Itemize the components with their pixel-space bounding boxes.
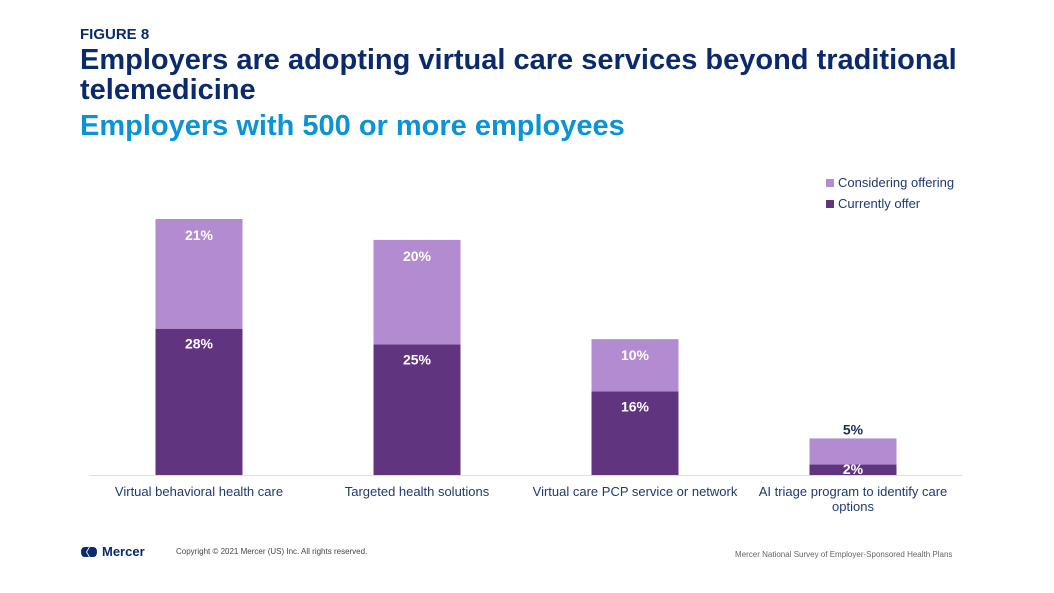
legend-item-considering: Considering offering <box>826 172 954 193</box>
data-label-currently: 28% <box>185 336 214 352</box>
legend-item-currently: Currently offer <box>826 193 954 214</box>
category-label: Virtual care PCP service or network <box>533 484 738 499</box>
chart-title: Employers are adopting virtual care serv… <box>80 44 957 106</box>
bar-currently-offer <box>809 464 897 475</box>
copyright: Copyright © 2021 Mercer (US) Inc. All ri… <box>176 547 368 556</box>
data-label-considering: 21% <box>185 227 214 243</box>
source-note: Mercer National Survey of Employer-Spons… <box>735 550 953 559</box>
bar-currently-offer <box>373 344 461 475</box>
data-label-considering: 10% <box>621 347 650 363</box>
category-label: AI triage program to identify care <box>759 484 948 499</box>
legend-label-considering: Considering offering <box>838 175 955 190</box>
category-label: Targeted health solutions <box>345 484 490 499</box>
bar-considering-offering <box>373 239 461 345</box>
data-label-currently: 2% <box>843 461 864 477</box>
legend: Considering offering Currently offer <box>826 172 954 214</box>
bar-considering-offering <box>809 438 897 465</box>
mercer-logo-text: Mercer <box>102 544 145 559</box>
legend-swatch-currently <box>826 199 834 208</box>
data-label-considering: 20% <box>403 248 432 264</box>
category-label: Virtual behavioral health care <box>115 484 283 499</box>
data-label-considering: 5% <box>843 421 864 437</box>
mercer-logo: Mercer <box>79 544 145 559</box>
legend-label-currently: Currently offer <box>838 196 921 211</box>
bar-currently-offer <box>155 328 243 475</box>
figure-label: FIGURE 8 <box>80 26 150 43</box>
bar-considering-offering <box>591 339 679 392</box>
legend-swatch-considering <box>826 178 834 187</box>
bar-considering-offering <box>155 219 243 329</box>
bar-currently-offer <box>591 391 679 475</box>
category-label: options <box>832 499 874 514</box>
chart-subtitle: Employers with 500 or more employees <box>80 110 625 142</box>
mercer-logo-icon <box>81 546 97 557</box>
data-label-currently: 25% <box>403 351 432 367</box>
data-label-currently: 16% <box>621 398 650 414</box>
